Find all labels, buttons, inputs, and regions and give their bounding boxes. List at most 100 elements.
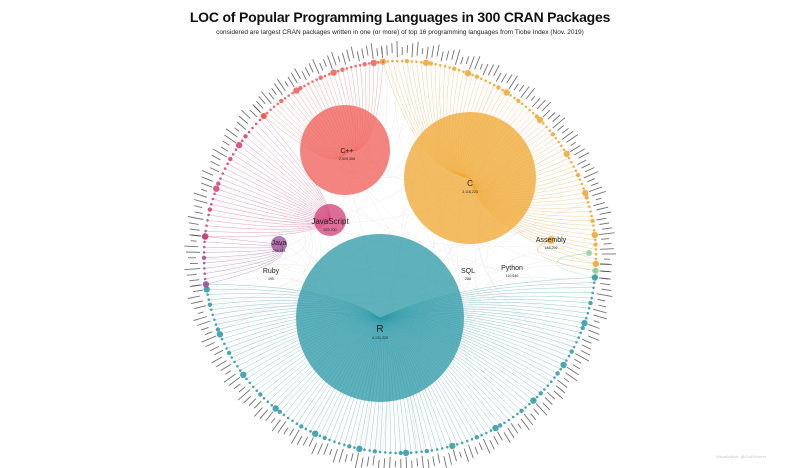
language-bubble-assembly [547,236,555,244]
package-label-mark [581,344,592,350]
package-label-mark [566,366,579,376]
package-nodes [201,58,600,457]
package-node [291,91,294,95]
package-node [462,70,465,73]
package-node [311,80,314,83]
package-label-mark [517,423,522,429]
package-node [307,82,310,85]
package-label-mark [354,452,360,468]
package-label-mark [361,48,365,59]
package-node [435,448,439,451]
package-node [233,360,236,364]
package-node [559,367,562,371]
package-node [370,59,377,66]
package-node [386,60,390,63]
package-node [489,429,493,432]
package-node [213,185,220,192]
package-label-mark [583,171,599,179]
package-node [207,302,213,307]
package-label-mark [301,71,307,81]
package-label-mark [598,232,615,236]
package-label-mark [360,457,364,468]
package-node [545,125,548,129]
package-node [577,336,580,339]
package-label-mark [194,305,207,310]
package-label-mark [432,456,435,467]
package-label-mark [426,46,429,59]
package-node [338,442,341,445]
package-label-mark [209,167,220,173]
package-label-mark [489,440,495,450]
package-node [402,449,410,457]
language-bubble-r [296,234,464,402]
package-node [219,177,222,180]
package-label-mark [482,438,491,454]
package-label-mark [405,456,407,468]
package-node [592,260,600,267]
package-label-mark [241,109,251,119]
package-node [209,308,213,312]
package-label-mark [365,45,369,56]
package-label-mark [577,159,587,165]
package-node [485,431,488,435]
package-label-mark [416,41,419,56]
package-label-mark [290,429,300,444]
package-node [391,59,394,63]
package-label-mark [468,56,475,70]
package-label-mark [501,73,507,83]
package-node [258,392,263,397]
package-label-mark [211,154,221,161]
package-node [234,148,238,151]
package-label-mark [386,45,388,56]
package-node [260,112,267,120]
package-label-mark [598,304,607,308]
package-label-mark [596,206,609,211]
package-label-mark [495,72,502,82]
package-node [580,325,585,331]
package-node [240,371,247,378]
package-label-mark [184,268,201,271]
package-label-mark [603,243,612,245]
package-label-mark [370,42,374,59]
package-label-mark [531,97,541,108]
package-label-mark [271,88,277,95]
package-label-mark [465,56,470,65]
language-name-sql: SQL [461,268,475,275]
package-node [398,450,403,456]
package-label-mark [597,298,606,302]
cross-link [204,184,306,273]
package-node [228,156,233,162]
package-node [443,64,447,68]
package-label-mark [599,270,610,273]
package-label-mark [533,408,540,415]
package-label-mark [319,62,324,71]
package-node [582,187,585,190]
package-node [456,443,459,446]
package-label-mark [191,284,202,287]
package-node [586,200,590,204]
package-node [570,160,573,164]
package-node [270,403,274,407]
package-label-mark [356,51,360,62]
package-label-mark [194,211,203,215]
package-label-mark [296,435,303,445]
package-node [213,318,216,322]
package-node [434,63,437,66]
package-label-mark [277,421,287,433]
package-node [251,385,255,389]
package-node [588,300,593,306]
package-label-mark [459,451,462,458]
package-node [333,440,336,444]
package-node [424,449,429,454]
package-label-mark [518,84,525,92]
package-label-mark [193,316,208,322]
package-label-mark [598,277,609,280]
language-bubbles [271,105,592,402]
package-node [213,192,216,196]
package-label-mark [596,217,607,221]
package-node [445,445,449,449]
package-node [272,405,279,412]
package-node [304,427,308,431]
package-label-mark [201,176,213,182]
package-label-mark [474,56,481,70]
